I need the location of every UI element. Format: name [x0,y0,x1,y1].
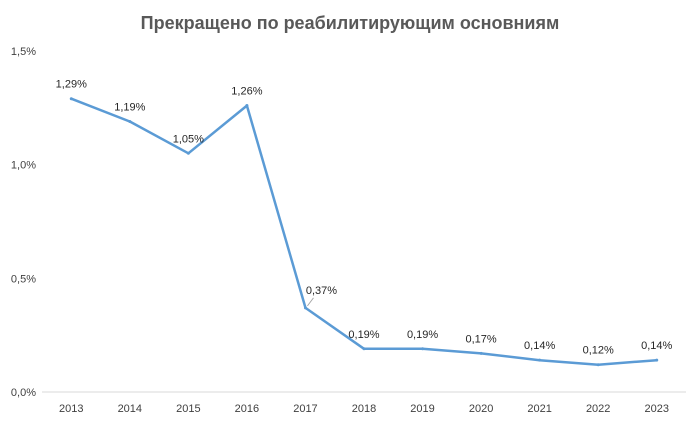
x-tick-label: 2013 [59,403,83,415]
data-point [303,306,307,310]
data-label: 1,29% [56,79,87,91]
data-point [362,347,366,351]
data-point [655,358,659,362]
x-tick-label: 2020 [469,403,493,415]
data-point [479,351,483,355]
data-label: 0,37% [306,285,337,297]
data-point [538,358,542,362]
x-tick-label: 2015 [176,403,200,415]
x-tick-label: 2022 [586,403,610,415]
y-tick-label: 1,5% [11,46,36,58]
data-label: 1,26% [231,86,262,98]
data-point [69,97,73,101]
data-label: 1,05% [173,133,204,145]
y-tick-label: 0,5% [11,273,36,285]
x-tick-label: 2018 [352,403,376,415]
data-label: 0,19% [348,329,379,341]
data-point [421,347,425,351]
series-line [70,97,658,366]
data-label: 0,12% [583,345,614,357]
x-tick-label: 2016 [235,403,259,415]
chart-title: Прекращено по реабилитирующим основниям [141,13,560,33]
y-tick-label: 0,0% [11,387,36,399]
data-point [245,104,249,108]
x-tick-label: 2021 [527,403,551,415]
data-label: 0,14% [641,340,672,352]
data-labels: 1,29% 1,19% 1,05% 1,26% 0,37% 0,19% 0,19% 0,17%… [56,79,673,357]
x-tick-label: 2019 [410,403,434,415]
x-tick-label: 2014 [118,403,142,415]
data-label: 0,17% [465,333,496,345]
data-label: 1,19% [114,101,145,113]
data-point [186,151,190,155]
x-axis: 2013 2014 2015 2016 2017 2018 2019 2020 2021 2022… [59,403,669,415]
y-axis: 0,0% 0,5% 1,0% 1,5% [11,46,36,399]
data-label: 0,14% [524,340,555,352]
data-point [128,119,132,123]
y-tick-label: 1,0% [11,160,36,172]
label-leader-line [307,297,314,307]
x-tick-label: 2017 [293,403,317,415]
series [69,97,659,367]
data-label: 0,19% [407,329,438,341]
x-tick-label: 2023 [644,403,668,415]
data-point [596,363,600,367]
